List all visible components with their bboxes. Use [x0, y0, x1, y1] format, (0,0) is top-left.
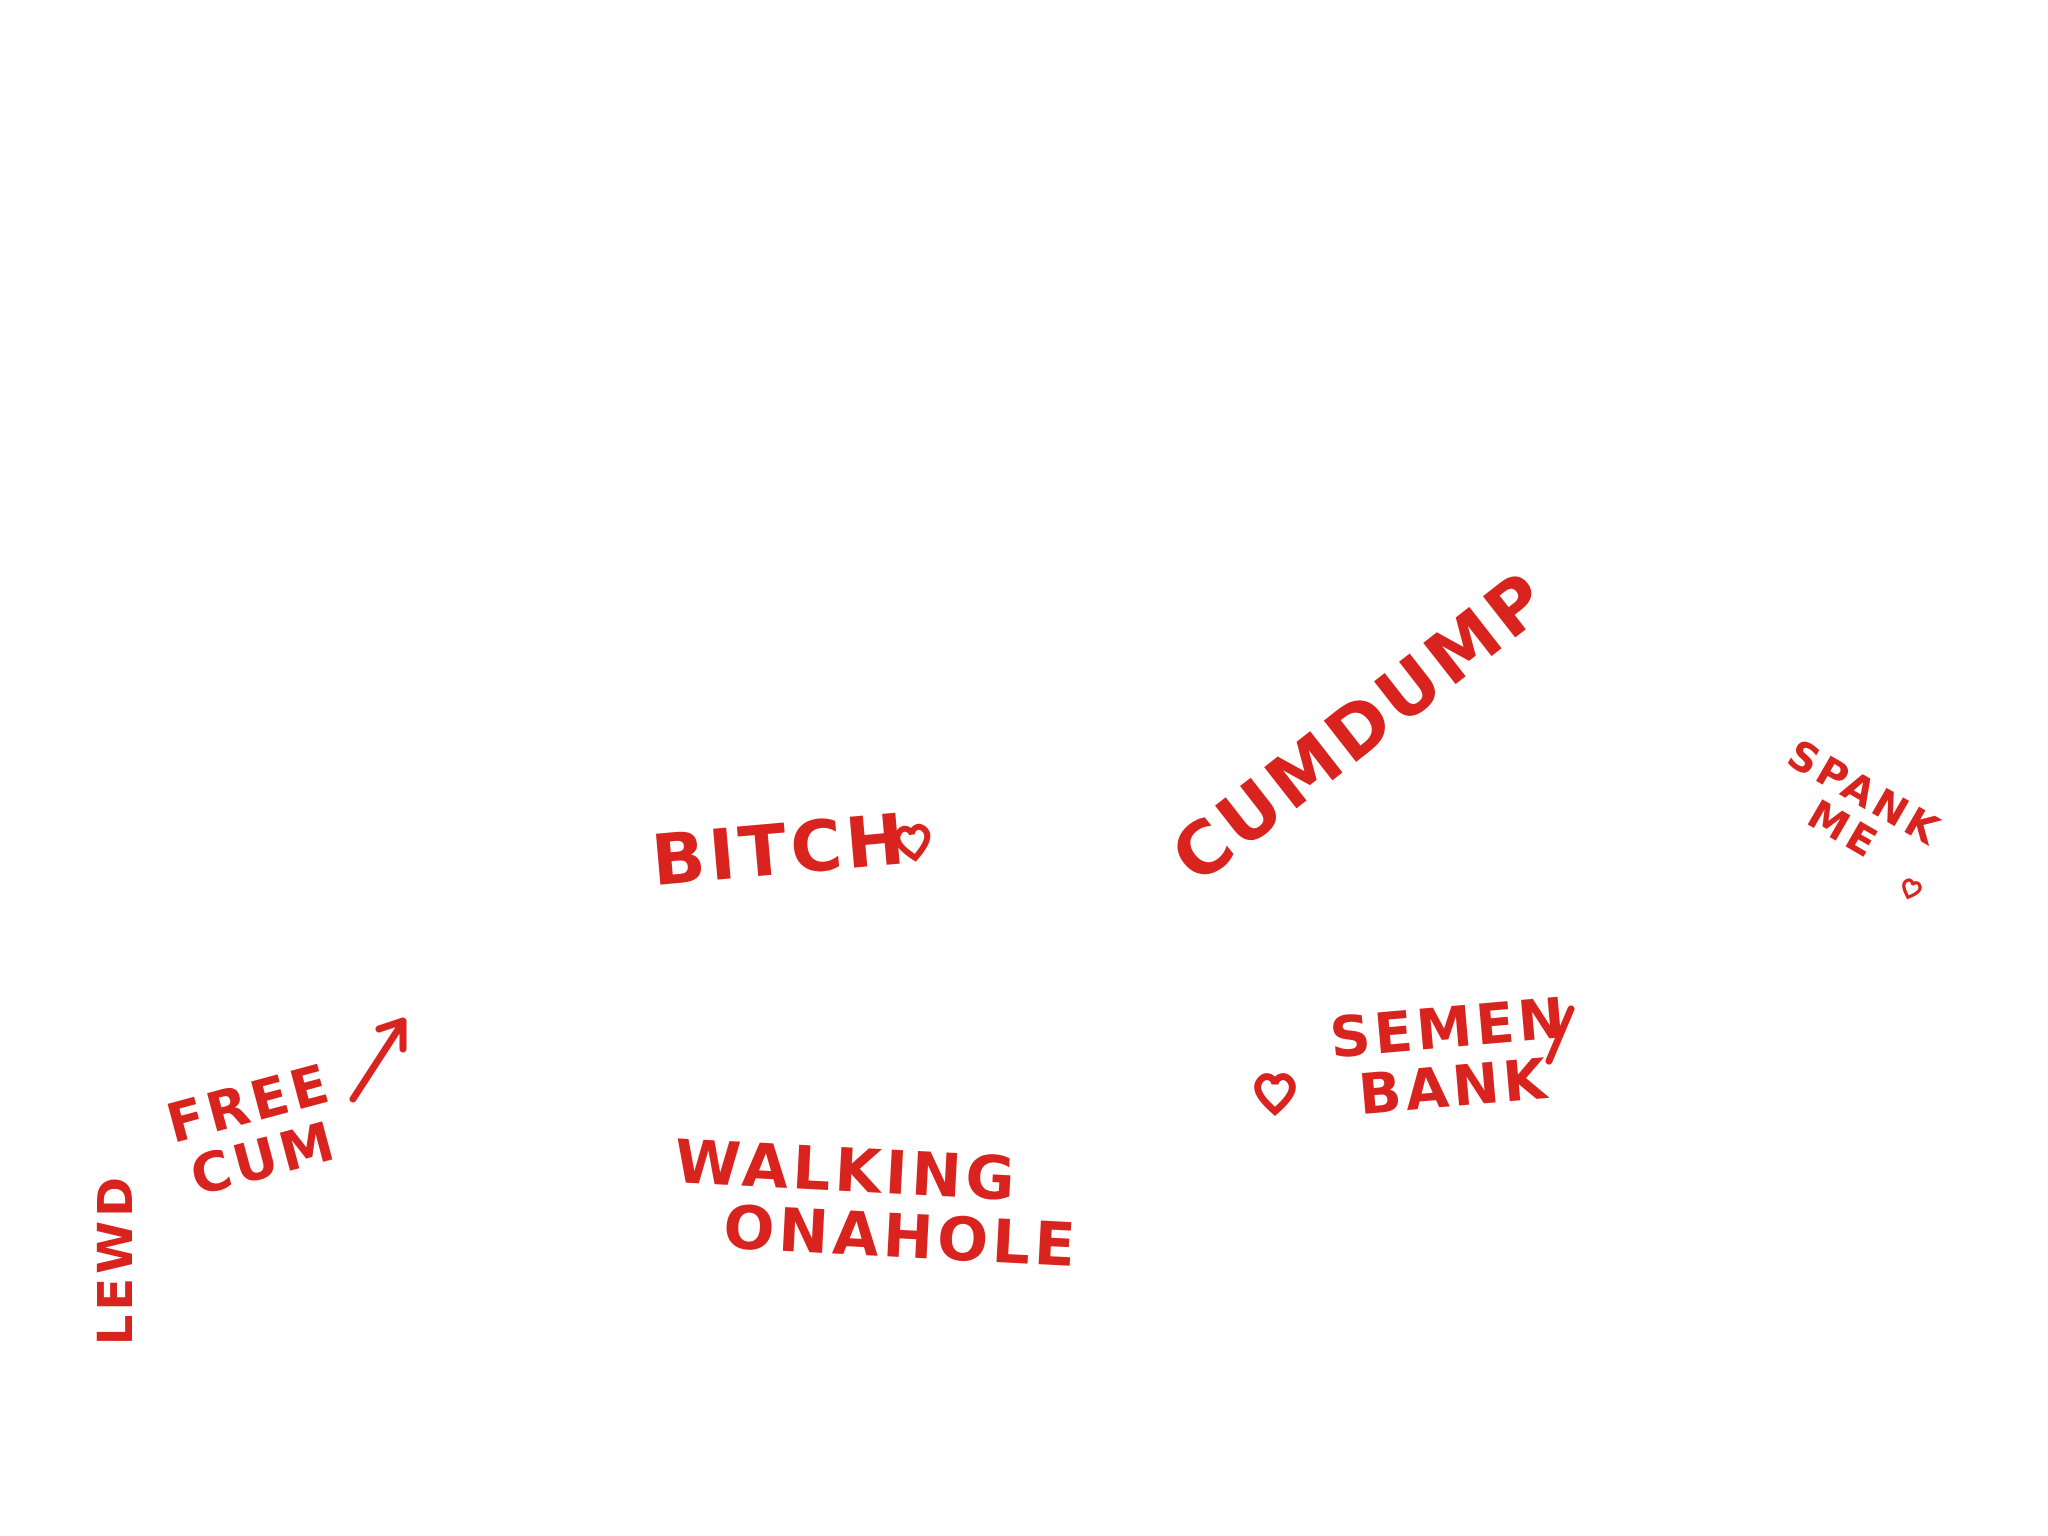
text-line: BITCH	[648, 797, 912, 903]
word-walking-onahole: WALKING ONAHOLE	[662, 1127, 1081, 1282]
text-line: ONAHOLE	[721, 1192, 1081, 1282]
word-free-cum: FREE CUM	[146, 1051, 369, 1212]
heart-icon	[1902, 878, 1922, 900]
slash-stroke	[1545, 1005, 1575, 1065]
heart-icon	[1254, 1073, 1296, 1116]
word-bitch: BITCH	[627, 797, 932, 903]
word-lewd: LEWD	[87, 1173, 144, 1346]
arrow-icon	[349, 1017, 407, 1103]
text-line: LEWD	[87, 1173, 144, 1346]
word-cumdump: CUMDUMP	[1156, 553, 1566, 900]
heart-icon	[894, 823, 931, 862]
text-line: CUMDUMP	[1156, 553, 1566, 900]
word-spank-me: SPANK ME	[1746, 726, 1961, 899]
